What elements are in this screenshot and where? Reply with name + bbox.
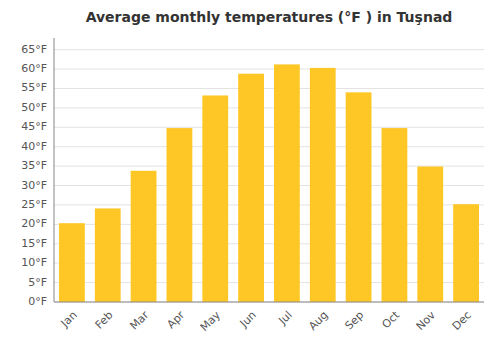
- bar: [310, 68, 336, 302]
- y-axis: 0°F 5°F 10°F 15°F 20°F 25°F 30°F 35°F 40°F 45°F 50…: [21, 43, 47, 308]
- y-tick-label: 20°F: [21, 217, 47, 230]
- y-tick-label: 50°F: [21, 101, 47, 114]
- y-axis-line: [54, 38, 55, 302]
- bar: [202, 95, 228, 302]
- grid-line: [54, 88, 484, 89]
- bar: [382, 128, 408, 302]
- title: Average monthly temperatures (°F ) in Tu…: [86, 9, 453, 25]
- y-tick-label: 0°F: [28, 295, 47, 308]
- x-tick-label: Apr: [165, 308, 188, 331]
- y-tick-label: 35°F: [21, 159, 47, 172]
- bar: [274, 64, 300, 302]
- y-tick-label: 55°F: [21, 81, 47, 94]
- bar: [346, 92, 372, 302]
- bar: [59, 223, 85, 302]
- y-tick-label: 40°F: [21, 140, 47, 153]
- grid: [54, 50, 484, 302]
- y-tick-label: 15°F: [21, 237, 47, 250]
- chart: 0°F 5°F 10°F 15°F 20°F 25°F 30°F 35°F 40°F 45°F 50…: [0, 0, 500, 350]
- x-tick-label: Oct: [380, 308, 403, 331]
- grid-line: [54, 127, 484, 128]
- y-tick-label: 30°F: [21, 179, 47, 192]
- grid-line: [54, 69, 484, 70]
- x-tick-label: May: [198, 308, 224, 334]
- grid-line: [54, 107, 484, 108]
- grid-line: [54, 166, 484, 167]
- bars: [59, 64, 479, 302]
- x-tick-label: Mar: [127, 308, 151, 332]
- grid-line: [54, 302, 484, 303]
- x-axis-line: [54, 302, 484, 303]
- x-tick-label: Jun: [237, 309, 259, 331]
- y-tick-label: 45°F: [21, 120, 47, 133]
- x-tick-label: Nov: [414, 308, 439, 333]
- bar: [238, 74, 264, 302]
- bar: [167, 128, 193, 302]
- bar: [131, 171, 157, 302]
- y-tick-label: 65°F: [21, 43, 47, 56]
- grid-line: [54, 146, 484, 147]
- y-tick-label: 10°F: [21, 256, 47, 269]
- y-tick-label: 25°F: [21, 198, 47, 211]
- x-tick-label: Aug: [306, 309, 330, 333]
- x-tick-label: Jan: [58, 309, 80, 331]
- x-tick-label: Jul: [275, 309, 294, 328]
- bar: [95, 208, 121, 302]
- y-tick-label: 5°F: [28, 276, 47, 289]
- chart-container: 0°F 5°F 10°F 15°F 20°F 25°F 30°F 35°F 40°F 45°F 50…: [0, 0, 500, 350]
- x-tick-label: Feb: [93, 309, 116, 332]
- x-tick-label: Dec: [450, 309, 474, 333]
- y-tick-label: 60°F: [21, 62, 47, 75]
- bar: [417, 167, 443, 302]
- grid-line: [54, 49, 484, 50]
- x-axis: Jan Feb Mar Apr May Jun Jul Aug Sep Oct Nov Dec: [58, 308, 474, 334]
- bar: [453, 204, 479, 302]
- x-tick-label: Sep: [343, 309, 367, 333]
